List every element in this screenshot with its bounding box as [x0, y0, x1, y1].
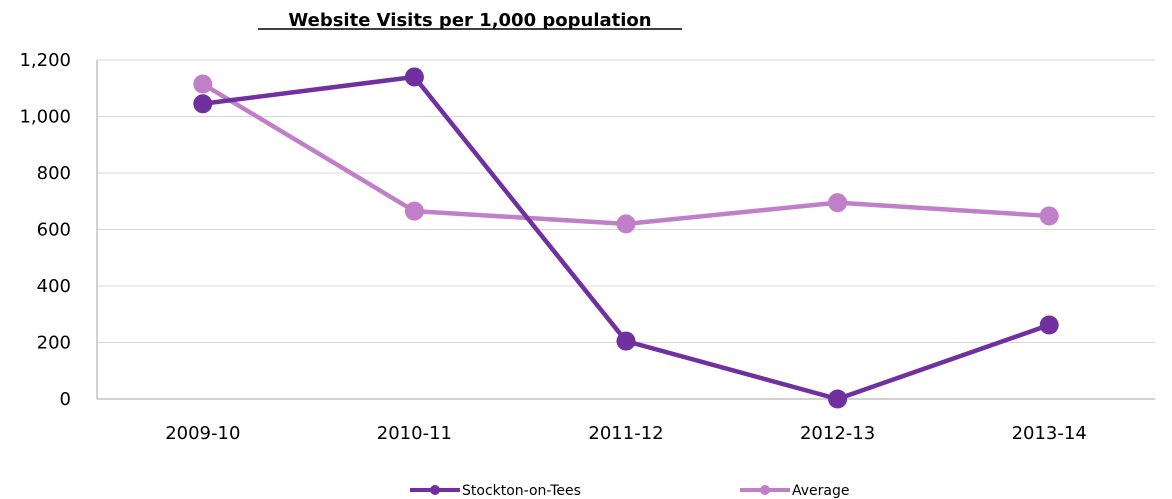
y-tick-label: 1,200 — [19, 50, 71, 71]
y-tick-label: 600 — [37, 220, 71, 241]
series-average — [193, 74, 1059, 234]
data-point-stockton-on-tees — [193, 94, 213, 114]
data-point-average — [1039, 206, 1059, 226]
x-tick-label: 2012-13 — [800, 423, 875, 444]
x-tick-label: 2010-11 — [377, 423, 452, 444]
data-point-average — [616, 214, 636, 234]
series-line-stockton-on-tees — [200, 74, 1052, 402]
x-tick-label: 2011-12 — [588, 423, 663, 444]
x-tick-label: 2013-14 — [1012, 423, 1087, 444]
data-point-stockton-on-tees — [404, 67, 424, 87]
data-point-average — [193, 74, 213, 94]
chart-title: Website Visits per 1,000 population — [288, 10, 651, 31]
x-tick-label: 2009-10 — [165, 423, 240, 444]
y-tick-label: 400 — [37, 276, 71, 297]
series-layer — [193, 67, 1059, 409]
legend-label: Stockton-on-Tees — [462, 483, 581, 499]
data-point-average — [404, 201, 424, 221]
legend-item-stockton-on-tees: Stockton-on-Tees — [410, 483, 581, 499]
legend: Stockton-on-Tees Average — [410, 483, 850, 499]
series-stockton-on-tees — [193, 67, 1059, 409]
gridlines — [97, 59, 1155, 343]
data-point-stockton-on-tees — [828, 389, 848, 409]
legend-label: Average — [792, 483, 850, 499]
axes — [96, 60, 1155, 400]
y-tick-label: 800 — [37, 163, 71, 184]
legend-swatch-marker — [760, 485, 770, 495]
y-axis-tick-labels: 0 200 400 600 800 1,000 1,200 — [19, 50, 71, 410]
data-point-average — [828, 193, 848, 213]
data-point-stockton-on-tees — [616, 331, 636, 351]
legend-swatch-marker — [430, 485, 440, 495]
series-line-average — [200, 81, 1052, 227]
y-tick-label: 200 — [37, 333, 71, 354]
y-tick-label: 0 — [60, 389, 71, 410]
data-point-stockton-on-tees — [1039, 315, 1059, 335]
y-tick-label: 1,000 — [19, 107, 71, 128]
x-axis-tick-labels: 2009-10 2010-11 2011-12 2012-13 2013-14 — [165, 423, 1087, 444]
legend-item-average: Average — [740, 483, 850, 499]
